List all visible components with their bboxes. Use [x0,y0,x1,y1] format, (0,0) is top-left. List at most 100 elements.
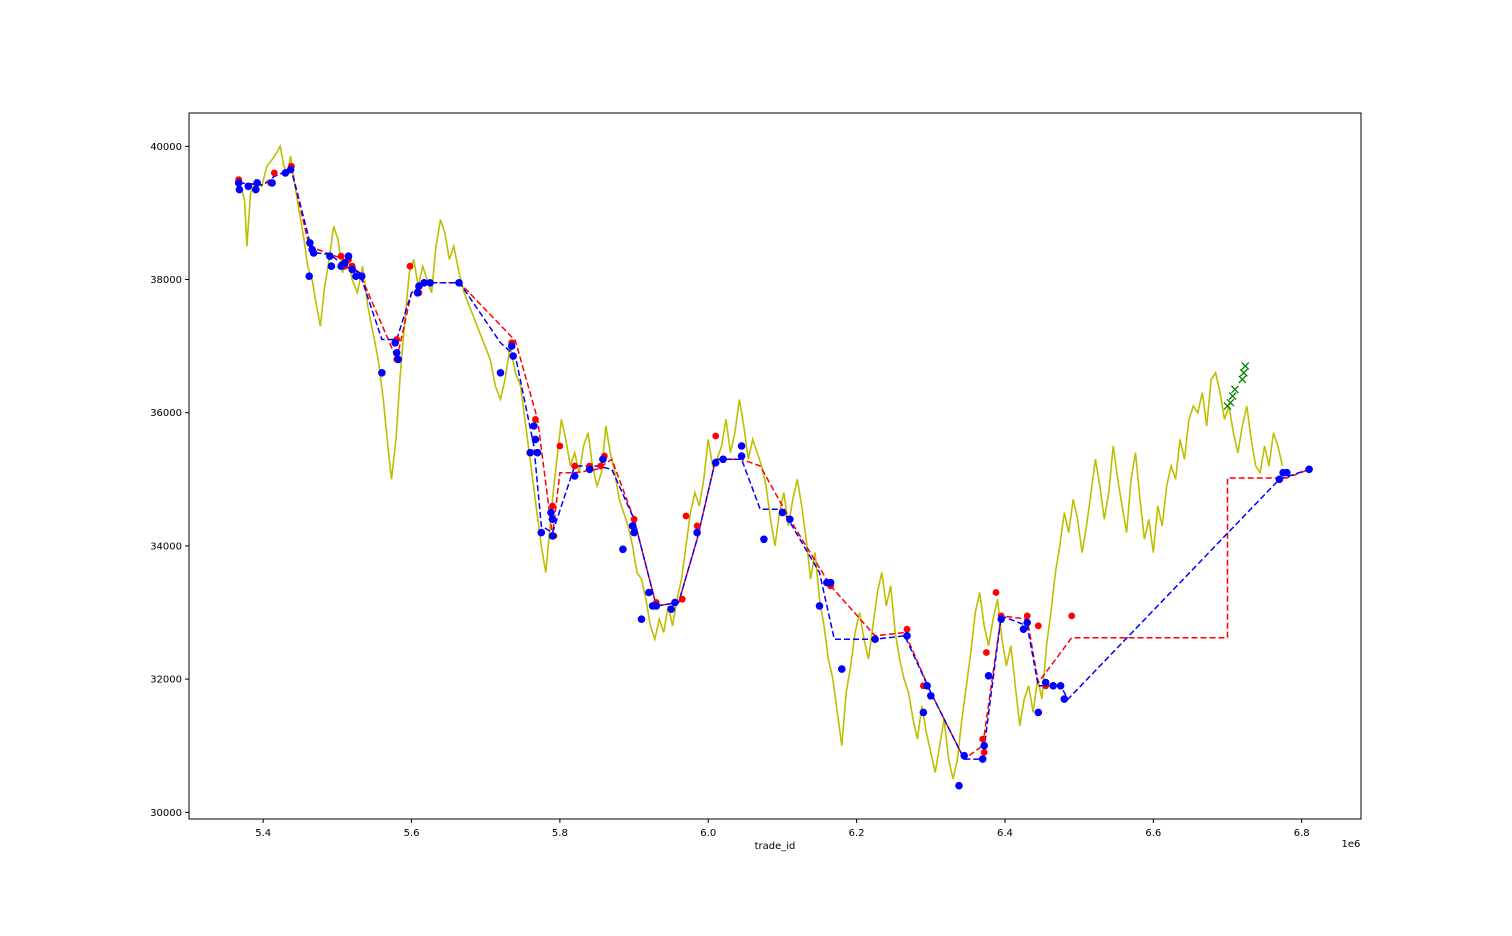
buy_points-marker [268,179,276,187]
buy_points-marker [507,342,516,350]
sell_points-marker [903,625,911,633]
x-tick-label: 6.6 [1145,828,1161,839]
buy_points-marker [760,535,768,544]
buy_points-marker [637,615,646,623]
x-tick-label: 6.2 [849,828,865,839]
buy_points-marker [1305,465,1313,474]
sell_points-marker [1034,622,1042,630]
buy_points-marker [348,265,357,274]
buy_points-marker [253,179,261,187]
x_markers-marker [1238,375,1247,384]
x-tick-label: 5.8 [552,828,568,839]
y-axis-ticks: 30000 32000 34000 36000 38000 40000 [150,142,189,819]
buy_points-marker [548,532,557,540]
buy_points-marker [533,448,542,457]
x-axis-label: trade_id [755,841,796,852]
sell_points-marker [712,432,720,440]
buy_points-marker [838,665,846,673]
buy_points-marker [667,605,675,613]
sell_points-marker [337,252,345,260]
sell_points-marker [1023,612,1031,620]
buy_points-marker [392,349,401,357]
sell_points-marker [1068,612,1076,620]
buy_points-marker [420,279,428,287]
buy_points-marker [1056,682,1065,690]
x-tick-label: 5.6 [404,828,420,839]
sell_points-marker [549,502,556,510]
sell_points-marker [682,512,690,520]
buy_points-marker [923,682,931,690]
sell_points-marker [406,262,414,270]
plot-area [188,112,1362,820]
buy_points-marker [737,452,746,460]
buy_points-marker [826,578,835,587]
x_markers-marker [1241,362,1250,371]
buy_points-marker [599,455,607,464]
sell_points-marker [992,589,1000,596]
buy_points-marker [693,528,701,537]
buy_points-marker [815,602,824,610]
buy_points-marker [426,279,434,287]
sell_points-marker [270,169,278,177]
buy_points-marker [980,741,988,750]
scatter-points [234,162,1313,790]
buy_points-marker [997,615,1005,623]
x-axis-ticks: 5.4 5.6 5.8 6.0 6.2 6.4 6.6 6.8 [255,819,1310,839]
buy_points-marker [585,465,594,474]
buy_points-marker [530,422,538,430]
buy_points-marker [526,448,534,457]
y-tick-label: 34000 [150,541,182,552]
x-tick-label: 6.0 [700,828,716,839]
buy_points-marker [1019,625,1028,633]
buy_points-marker [711,458,720,467]
x_markers-marker [1239,368,1248,377]
sell_points-marker [556,442,564,450]
buy_points-marker [548,515,557,524]
buy_points-marker [537,528,546,537]
buy_points-marker [309,249,318,257]
buy_points-marker [394,355,403,364]
sell_points-marker [983,649,990,656]
buy_points-marker [306,239,314,247]
sell_points-marker [597,462,605,470]
buy_points-marker [1283,468,1291,477]
buy_points-marker [344,252,353,260]
x_markers-marker [1228,392,1237,401]
buy_points-marker [778,508,787,517]
buy_points-marker [652,602,661,610]
x-tick-label: 6.8 [1294,828,1310,839]
y-tick-label: 40000 [150,142,182,153]
buy_points-marker [244,182,253,191]
y-tick-label: 32000 [150,675,182,686]
buy_points-marker [919,708,928,717]
buy_points-marker [496,369,505,377]
sell_points-marker [980,749,988,756]
buy_points-marker [1041,678,1050,687]
buy_points-marker [645,588,653,597]
buy_points-marker [671,598,679,607]
sell_points-marker [693,522,701,530]
buy_points-marker [786,515,794,524]
sell_points-marker [571,462,579,470]
buy_points-marker [927,692,935,700]
buy_points-marker [570,472,579,480]
buy_points-marker [978,755,987,763]
buy_points-marker [531,435,540,444]
buy_points-marker [234,179,243,187]
buy_points-marker [619,545,627,554]
buy_points-marker [327,262,336,271]
buy_points-marker [628,522,637,530]
x-tick-label: 6.4 [997,828,1013,839]
buy_points-marker [326,252,334,260]
y-tick-label: 36000 [150,408,182,419]
buy_points-marker [286,165,295,174]
buy_points-marker [871,635,879,643]
buy_points-marker [1060,695,1069,703]
sell_points-marker [979,735,987,743]
x-offset-label: 1e6 [1342,839,1361,850]
buy_points-marker [352,272,360,281]
buy_points-marker [1034,708,1043,717]
buy_points-marker [630,528,638,537]
buy_points-marker [1023,618,1031,627]
